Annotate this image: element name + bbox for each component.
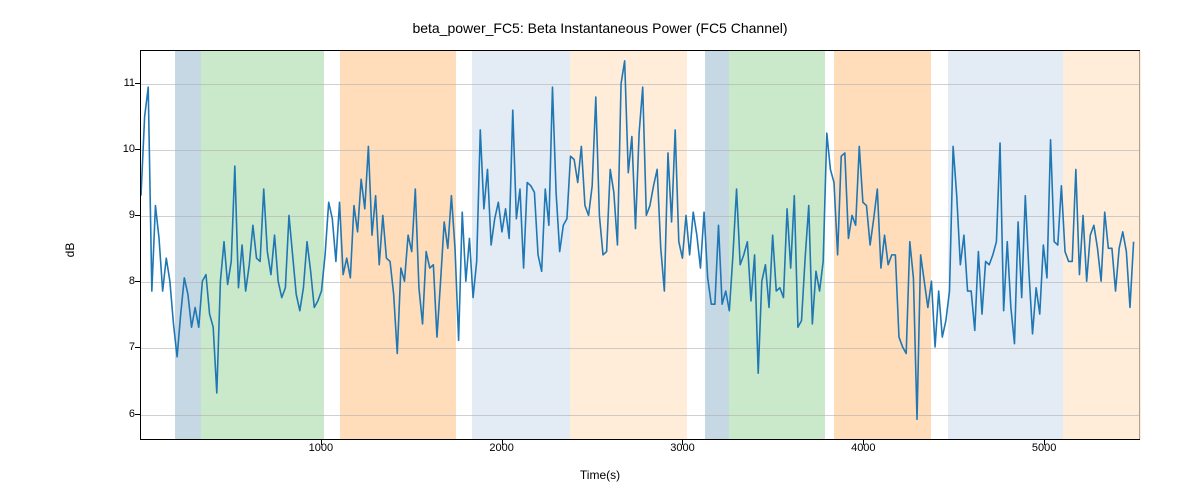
y-tick-label: 10 (123, 143, 135, 155)
line-series (141, 51, 1139, 439)
y-axis-label: dB (63, 243, 77, 258)
plot-area (140, 50, 1140, 440)
x-tick-mark (502, 440, 503, 445)
y-tick-mark (135, 149, 140, 150)
figure: beta_power_FC5: Beta Instantaneous Power… (0, 0, 1200, 500)
x-tick-mark (321, 440, 322, 445)
x-tick-mark (863, 440, 864, 445)
y-tick-mark (135, 83, 140, 84)
y-tick-mark (135, 215, 140, 216)
y-tick-mark (135, 347, 140, 348)
y-tick-mark (135, 414, 140, 415)
y-tick-mark (135, 281, 140, 282)
x-axis-label: Time(s) (0, 468, 1200, 482)
x-tick-mark (1044, 440, 1045, 445)
y-tick-label: 11 (124, 77, 135, 89)
chart-title: beta_power_FC5: Beta Instantaneous Power… (0, 20, 1200, 36)
x-tick-mark (682, 440, 683, 445)
